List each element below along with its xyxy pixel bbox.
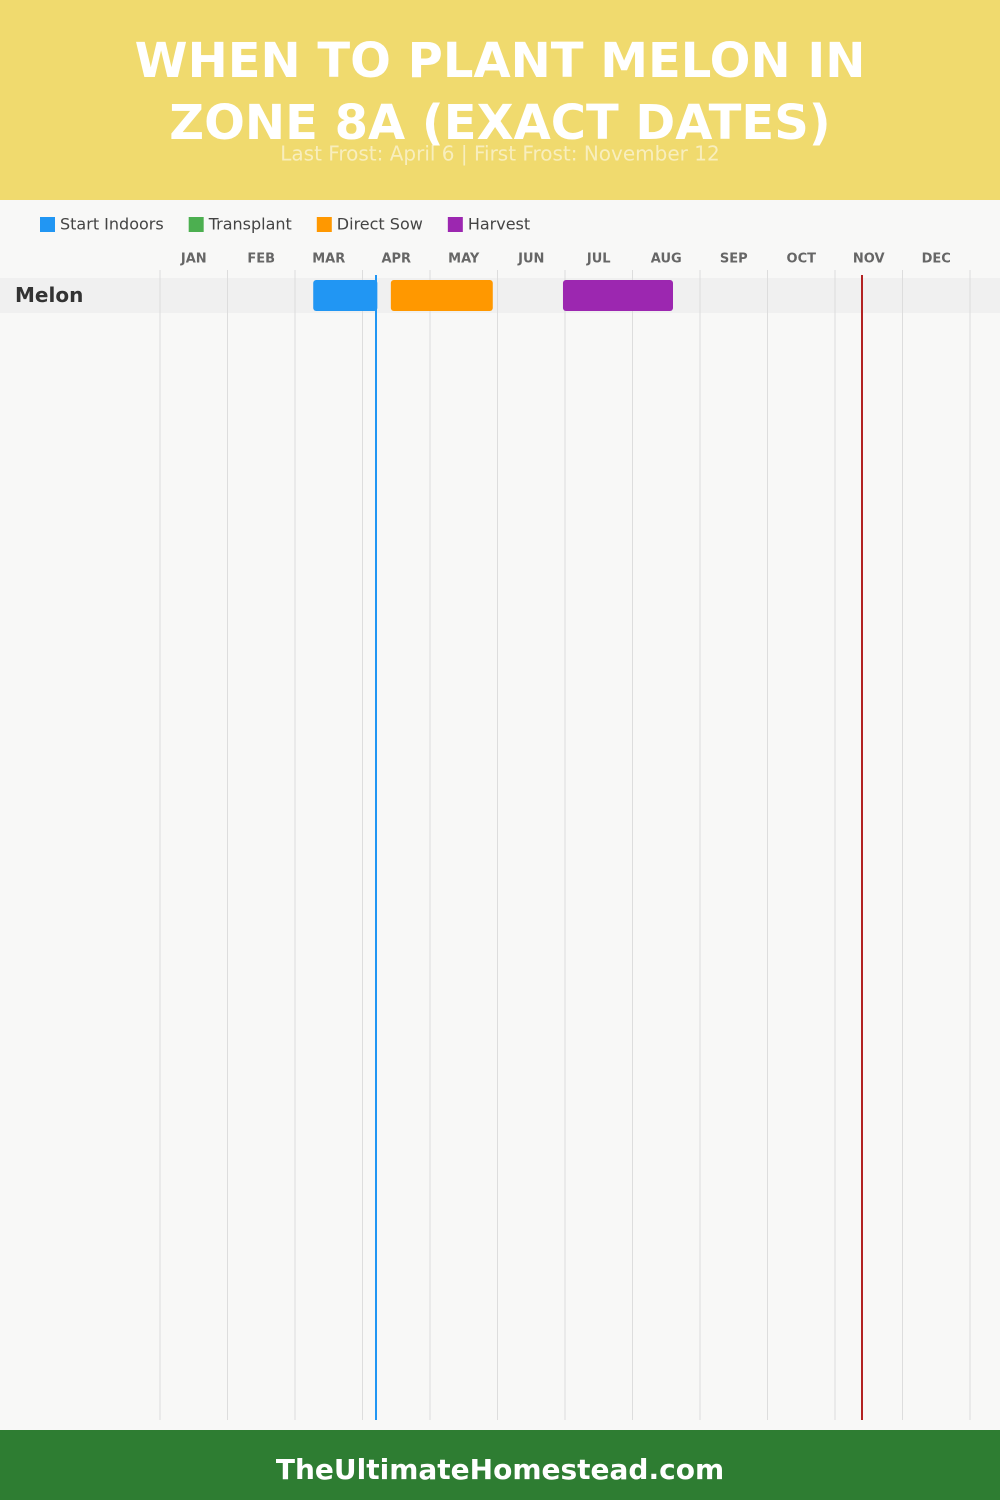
legend-label: Start Indoors — [60, 215, 164, 234]
bar — [562, 280, 673, 311]
header-band — [0, 0, 1000, 200]
legend-swatch — [447, 217, 463, 232]
bar — [390, 280, 493, 311]
chart-title: When to Plant Melon in Zone 8a (Exact Da… — [134, 33, 866, 151]
legend-swatch — [316, 217, 332, 232]
x-tick-label: JAN — [180, 252, 207, 267]
legend-label: Harvest — [468, 215, 530, 234]
footer-band — [0, 1430, 1000, 1500]
legend-label: Transplant — [208, 215, 292, 234]
bar — [313, 280, 378, 311]
x-tick-label: OCT — [787, 252, 817, 267]
x-tick-label: DEC — [922, 252, 951, 267]
x-tick-label: MAY — [448, 252, 480, 267]
chart-subtitle: Last Frost: April 6 | First Frost: Novem… — [280, 142, 719, 166]
x-tick-label: APR — [381, 252, 411, 267]
x-tick-label: NOV — [853, 252, 885, 267]
row-label: Melon — [15, 283, 83, 307]
x-tick-label: SEP — [720, 252, 748, 267]
x-tick-label: AUG — [651, 252, 682, 267]
legend-swatch — [188, 217, 204, 232]
legend-label: Direct Sow — [337, 215, 423, 234]
footer-text: TheUltimateHomestead.com — [276, 1453, 724, 1486]
row-band — [0, 278, 1000, 313]
x-tick-label: JUN — [517, 252, 544, 267]
x-tick-label: MAR — [312, 252, 345, 267]
legend-swatch — [40, 217, 55, 232]
x-tick-label: FEB — [247, 252, 275, 267]
x-tick-label: JUL — [586, 252, 611, 267]
